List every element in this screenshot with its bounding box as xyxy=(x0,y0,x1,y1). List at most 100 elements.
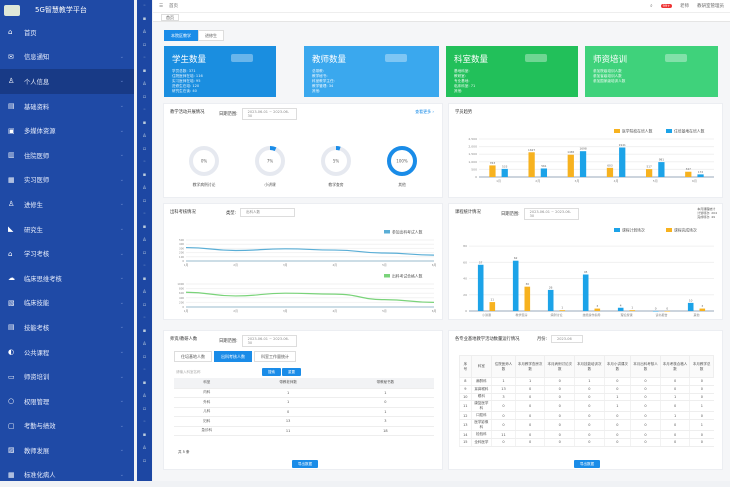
mini-nav-icon[interactable]: ▫ xyxy=(142,406,147,412)
bar[interactable] xyxy=(685,171,692,177)
mini-nav-icon[interactable]: ▫ xyxy=(142,146,147,152)
legend-label[interactable]: 课程计划场次 xyxy=(622,228,645,233)
table-row[interactable]: 8 麻醉科 1 1 0 1 0 0 0 0 xyxy=(459,377,714,386)
mini-nav-icon[interactable]: ▫ xyxy=(142,94,147,100)
date-range-picker[interactable]: 2023-06-01 ~ 2023-06-30 xyxy=(523,208,579,220)
mini-nav-icon[interactable]: ◦ xyxy=(143,419,146,425)
date-range-picker[interactable]: 2023-06-01 ~ 2023-06-30 xyxy=(241,108,297,120)
sidebar-item[interactable]: ♙ 个人信息 ⌄ xyxy=(0,69,134,94)
table-row[interactable]: 12 口腔科 0 0 0 0 0 0 1 0 xyxy=(459,411,714,421)
legend-label[interactable]: 医学院校在培人数 xyxy=(622,129,653,134)
month-picker[interactable]: 2023-06 xyxy=(551,335,584,343)
mini-nav-icon[interactable]: ▪ xyxy=(142,432,147,438)
mini-nav-icon[interactable]: ◦ xyxy=(143,263,146,269)
table-row[interactable]: 外科 1 0 xyxy=(174,397,434,408)
bar[interactable] xyxy=(619,147,626,177)
sidebar-item[interactable]: ▦ 实习医师 ⌄ xyxy=(0,168,134,193)
sidebar-item[interactable]: ▭ 师资培训 ⌄ xyxy=(0,364,134,389)
sidebar-item[interactable]: ○ 权限管理 ⌄ xyxy=(0,389,134,414)
legend-label[interactable]: 参加出科考试人数 xyxy=(392,230,423,235)
sidebar-item[interactable]: ▥ 住院医师 ⌄ xyxy=(0,143,134,168)
mini-nav-icon[interactable]: ▫ xyxy=(142,198,147,204)
bar[interactable] xyxy=(645,169,653,177)
bar[interactable] xyxy=(664,311,671,312)
mini-nav-icon[interactable]: ▫ xyxy=(142,42,147,48)
bar[interactable] xyxy=(582,274,589,312)
table-row[interactable]: 11 康复医学科 0 0 0 0 1 0 0 1 xyxy=(459,400,714,413)
sidebar-item[interactable]: ♙ 进修生 ⌄ xyxy=(0,192,134,217)
table-row[interactable]: 妇科 13 3 xyxy=(174,416,434,427)
sidebar-item[interactable]: ▢ 考勤与绩效 ⌄ xyxy=(0,414,134,439)
bar[interactable] xyxy=(512,260,519,311)
view-button-trainee[interactable]: 进修生 xyxy=(198,30,224,41)
bar[interactable] xyxy=(617,307,624,311)
table-row[interactable]: 急诊科 11 18 xyxy=(174,426,434,436)
mini-nav-icon[interactable]: ◦ xyxy=(143,367,146,373)
bar[interactable] xyxy=(687,302,694,311)
reset-button[interactable]: 重置 xyxy=(282,368,301,376)
table-row[interactable]: 10 眼科 3 0 0 0 1 0 1 0 xyxy=(459,393,714,402)
mini-nav-icon[interactable]: ♙ xyxy=(142,445,147,451)
mini-nav-icon[interactable]: ▫ xyxy=(142,458,147,464)
mini-nav-icon[interactable]: ◦ xyxy=(143,159,146,165)
sidebar-item[interactable]: ⌂ 首页 xyxy=(0,20,134,45)
type-select[interactable]: 出科人数 xyxy=(240,208,296,217)
bar[interactable] xyxy=(547,289,554,311)
mini-nav-icon[interactable]: ▪ xyxy=(142,172,147,178)
mini-nav-icon[interactable]: ▫ xyxy=(142,250,147,256)
mini-nav-icon[interactable]: ▪ xyxy=(142,224,147,230)
view-button-campus[interactable]: 本院区教学 xyxy=(164,30,198,41)
mini-nav-icon[interactable]: ▪ xyxy=(142,16,147,22)
series-line[interactable] xyxy=(185,246,435,256)
mini-nav-icon[interactable]: ♙ xyxy=(142,29,147,35)
sidebar-item[interactable]: ▦ 标准化病人 ⌄ xyxy=(0,463,134,487)
stat-card[interactable]: 教师数量 总带教: 教学秘书: 科室教学主任: 教学管理: 34 其他: xyxy=(304,46,439,97)
legend-label[interactable]: 住培基地在培人数 xyxy=(674,129,705,134)
breadcrumb[interactable]: 首页 xyxy=(169,4,179,9)
mini-nav-icon[interactable]: ◦ xyxy=(143,3,146,9)
sidebar-item[interactable]: ☁ 临床思维考核 ⌄ xyxy=(0,266,134,291)
bar[interactable] xyxy=(524,286,531,311)
sidebar-item[interactable]: ▨ 教师发展 ⌄ xyxy=(0,438,134,463)
search-icon[interactable]: ⌕ xyxy=(650,4,653,9)
sidebar-item[interactable]: ▧ 临床技能 ⌄ xyxy=(0,291,134,316)
subtab[interactable]: 住培基地人数 xyxy=(174,351,212,362)
legend-label[interactable]: 课程完成场次 xyxy=(674,228,697,233)
user-menu[interactable]: 老师 xyxy=(680,4,689,9)
search-button[interactable]: 搜索 xyxy=(262,368,281,376)
table-row[interactable]: 儿科 0 1 xyxy=(174,407,434,417)
mini-nav-icon[interactable]: ♙ xyxy=(142,393,147,399)
mini-nav-icon[interactable]: ▫ xyxy=(142,302,147,308)
search-input[interactable]: 请输入科室名称 xyxy=(176,370,201,374)
sidebar-item[interactable]: ▣ 多媒体资源 ⌄ xyxy=(0,118,134,143)
bar[interactable] xyxy=(629,310,636,311)
mini-nav-icon[interactable]: ♙ xyxy=(142,185,147,191)
mini-nav-icon[interactable]: ♙ xyxy=(142,237,147,243)
mini-nav-icon[interactable]: ♙ xyxy=(142,289,147,295)
mini-nav-icon[interactable]: ◦ xyxy=(143,55,146,61)
bar[interactable] xyxy=(540,168,548,177)
mini-nav-icon[interactable]: ♙ xyxy=(142,341,147,347)
bar[interactable] xyxy=(606,167,614,177)
bar[interactable] xyxy=(559,310,566,311)
mini-nav-icon[interactable]: ▪ xyxy=(142,68,147,74)
subtab[interactable]: 出科考核人数 xyxy=(214,351,252,362)
bar[interactable] xyxy=(477,264,484,311)
bar[interactable] xyxy=(697,174,704,177)
mini-nav-icon[interactable]: ▫ xyxy=(142,354,147,360)
bar[interactable] xyxy=(528,152,535,177)
table-row[interactable]: 14 检验科 11 0 0 0 0 0 0 0 xyxy=(459,430,714,439)
bar[interactable] xyxy=(658,162,665,177)
mini-nav-icon[interactable]: ◦ xyxy=(143,315,146,321)
mini-nav-icon[interactable]: ▪ xyxy=(142,328,147,334)
bar[interactable] xyxy=(489,165,496,177)
subtab[interactable]: 科室工作量统计 xyxy=(254,351,296,362)
legend-label[interactable]: 出科考试合格人数 xyxy=(392,274,423,279)
tab-home[interactable]: 首页 xyxy=(161,14,179,21)
mini-nav-icon[interactable]: ▪ xyxy=(142,380,147,386)
bar[interactable] xyxy=(579,151,587,177)
series-line[interactable] xyxy=(185,291,435,303)
table-row[interactable]: 13 医学影像科 0 0 0 0 0 0 0 1 xyxy=(459,419,714,432)
mini-nav-icon[interactable]: ◦ xyxy=(143,211,146,217)
bar[interactable] xyxy=(501,168,508,177)
